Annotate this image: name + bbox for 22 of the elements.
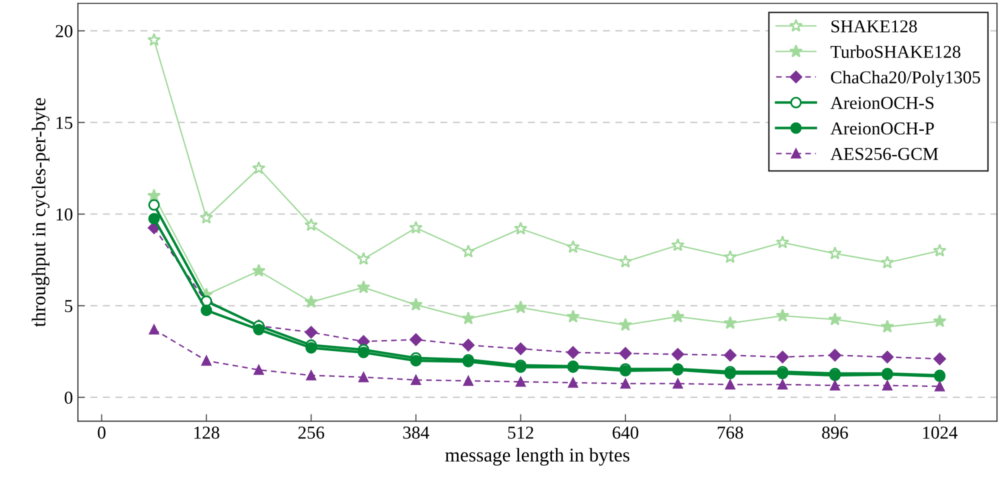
y-tick-label: 10 — [56, 208, 72, 221]
y-tick-label: 5 — [65, 300, 72, 312]
x-tick-label: 384 — [403, 426, 430, 439]
x-tick-label: 640 — [612, 426, 638, 439]
x-tick-label: 0 — [98, 426, 106, 439]
x-tick-label: 512 — [508, 426, 534, 439]
legend-label: AreionOCH-P — [830, 122, 934, 135]
legend-label: AreionOCH-S — [830, 96, 934, 110]
x-tick-label: 768 — [718, 426, 744, 439]
legend-label: SHAKE128 — [831, 20, 917, 32]
x-tick-label: 256 — [298, 426, 324, 439]
x-tick-label: 896 — [822, 426, 848, 439]
y-tick-label: 20 — [56, 25, 72, 38]
x-axis-title: message length in bytes — [445, 448, 630, 466]
legend-label: TurboSHAKE128 — [830, 45, 960, 58]
y-axis-title: throughput in cycles-per-byte — [32, 98, 50, 327]
x-tick-label: 1024 — [923, 426, 958, 439]
y-tick-label: 0 — [64, 392, 72, 404]
y-tick-label: 15 — [56, 116, 72, 129]
legend-label: AES256-GCM — [830, 148, 938, 160]
x-tick-label: 128 — [194, 426, 220, 439]
legend-label: ChaCha20/Poly1305 — [831, 70, 980, 88]
